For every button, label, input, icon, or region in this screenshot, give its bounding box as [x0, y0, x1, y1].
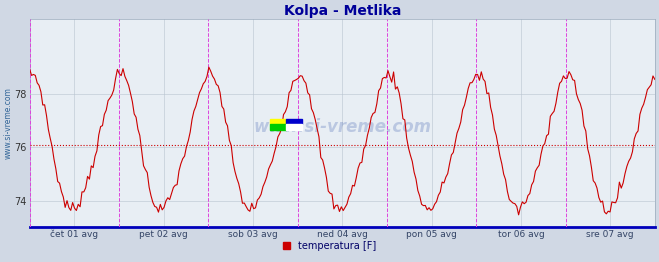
- Title: Kolpa - Metlika: Kolpa - Metlika: [283, 4, 401, 18]
- Text: www.si-vreme.com: www.si-vreme.com: [253, 118, 431, 137]
- Bar: [270, 119, 286, 124]
- Bar: [286, 119, 302, 124]
- Legend: temperatura [F]: temperatura [F]: [279, 237, 380, 254]
- Y-axis label: www.si-vreme.com: www.si-vreme.com: [4, 87, 13, 159]
- Bar: [270, 124, 286, 129]
- Bar: [286, 124, 302, 129]
